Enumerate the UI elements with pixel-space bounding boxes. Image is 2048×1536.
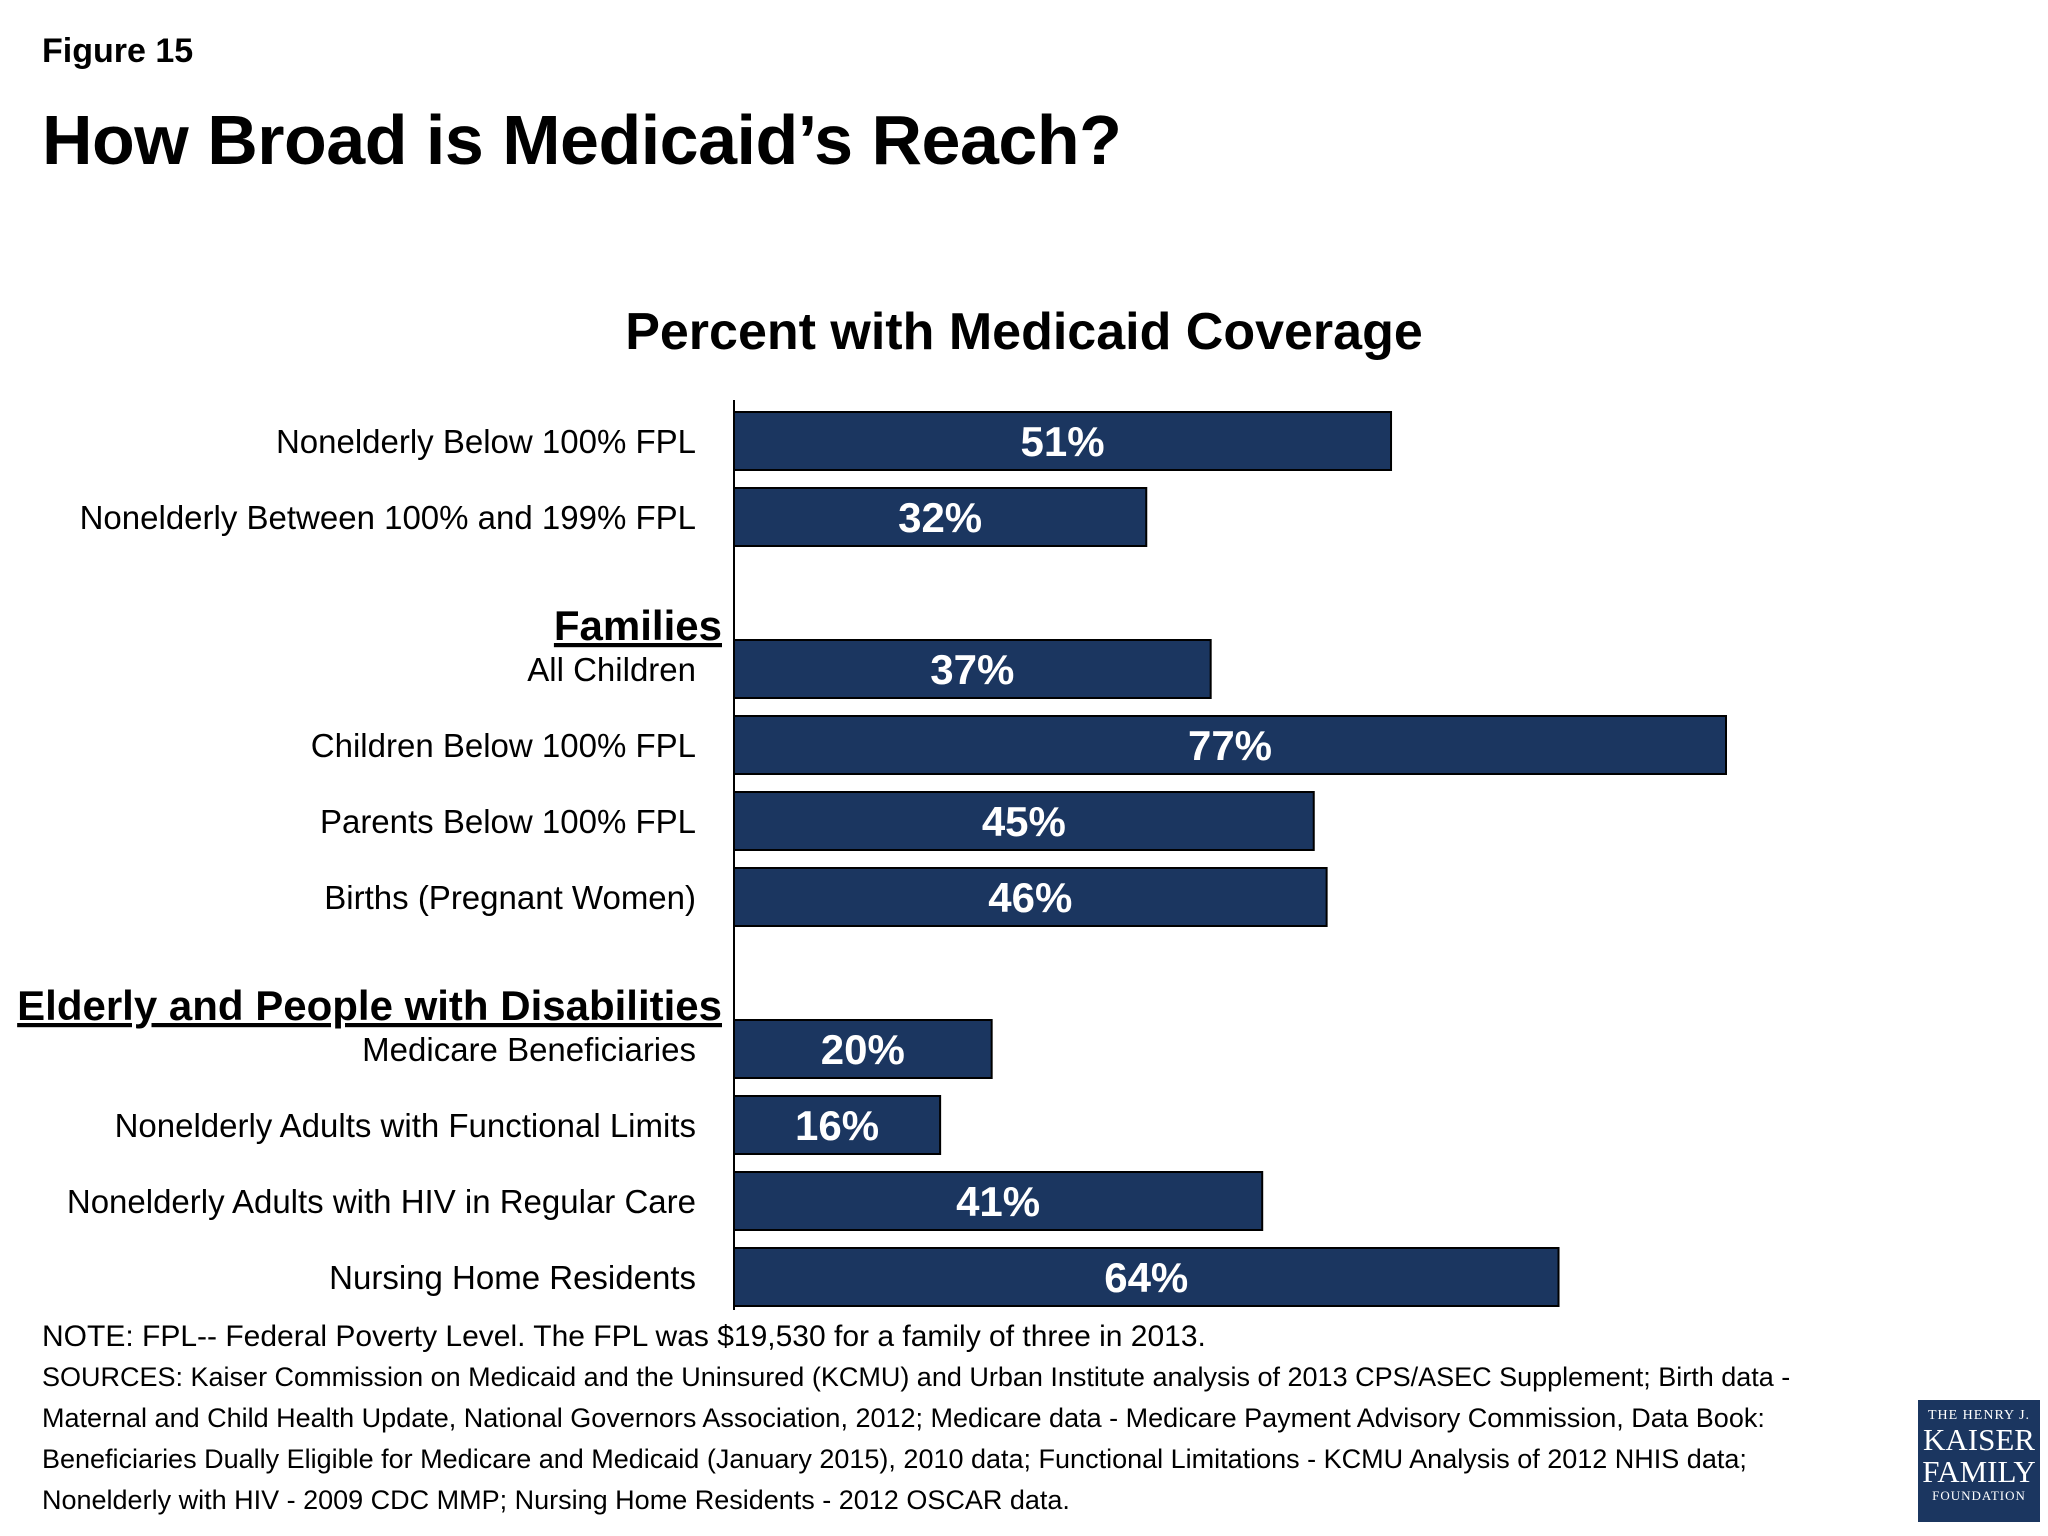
data-label: 20%	[821, 1026, 905, 1073]
bar	[733, 1019, 993, 1079]
data-label: 37%	[930, 646, 1014, 693]
note-text: NOTE: FPL-- Federal Poverty Level. The F…	[42, 1320, 1206, 1353]
bar	[733, 411, 1393, 471]
data-label: 46%	[988, 874, 1072, 921]
data-label: 51%	[1020, 418, 1104, 465]
logo-line-2: KAISER	[1923, 1422, 2035, 1457]
notes-section: NOTE: FPL-- Federal Poverty Level. The F…	[42, 1316, 1862, 1521]
logo-line-4: FOUNDATION	[1932, 1488, 2026, 1503]
category-label: Parents Below 100% FPL	[320, 803, 696, 840]
category-label: Nonelderly Adults with HIV in Regular Ca…	[67, 1183, 696, 1220]
data-label: 64%	[1104, 1254, 1188, 1301]
sources-text: SOURCES: Kaiser Commission on Medicaid a…	[42, 1362, 1791, 1515]
data-label: 32%	[898, 494, 982, 541]
category-label: Medicare Beneficiaries	[362, 1031, 696, 1068]
chart-title: Percent with Medicaid Coverage	[625, 303, 1423, 361]
bar	[733, 1247, 1560, 1307]
bar	[733, 487, 1148, 547]
category-label: Nonelderly Below 100% FPL	[276, 423, 696, 460]
data-label: 45%	[982, 798, 1066, 845]
category-label: Nonelderly Between 100% and 199% FPL	[80, 499, 696, 536]
figure-label: Figure 15	[42, 32, 194, 70]
category-label: Births (Pregnant Women)	[324, 879, 696, 916]
data-label: 41%	[956, 1178, 1040, 1225]
category-label: Nonelderly Adults with Functional Limits	[115, 1107, 696, 1144]
page-title: How Broad is Medicaid’s Reach?	[42, 101, 1122, 179]
logo-line-1: THE HENRY J.	[1927, 1408, 2031, 1423]
data-label: 16%	[795, 1102, 879, 1149]
group-header: Families	[554, 602, 722, 649]
bar	[733, 715, 1727, 775]
category-label: Children Below 100% FPL	[311, 727, 696, 764]
category-label: All Children	[527, 651, 696, 688]
bar	[733, 639, 1212, 699]
category-label: Nursing Home Residents	[329, 1259, 696, 1296]
kff-logo: THE HENRY J. KAISER FAMILY FOUNDATION	[1918, 1400, 2040, 1522]
group-header: Elderly and People with Disabilities	[17, 982, 722, 1029]
bar-chart: Nonelderly Below 100% FPL 51% Nonelderly B…	[17, 400, 1727, 1310]
bar	[733, 791, 1315, 851]
logo-line-3: FAMILY	[1922, 1454, 2036, 1489]
data-label: 77%	[1188, 722, 1272, 769]
